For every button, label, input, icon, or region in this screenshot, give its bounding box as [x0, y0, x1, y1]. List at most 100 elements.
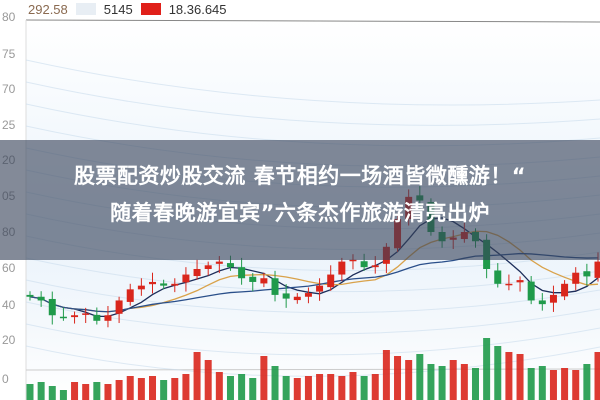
volume-bar [115, 380, 123, 400]
candle [316, 278, 324, 301]
candle-body [304, 293, 312, 297]
candle [149, 272, 157, 294]
candle [338, 257, 346, 282]
candle-body [260, 278, 268, 284]
candle-body [48, 298, 56, 316]
candle [304, 287, 312, 304]
volume-bar [193, 352, 201, 400]
candle [115, 296, 123, 324]
candle-body [37, 296, 45, 301]
volume-bar [371, 374, 379, 400]
volume-bar [394, 356, 402, 400]
volume-bar [538, 366, 546, 400]
candle-body [104, 315, 112, 321]
volume-bar [26, 384, 34, 400]
candle-body [71, 315, 79, 318]
candle [204, 261, 212, 276]
volume-bar [71, 382, 79, 400]
candle-body [115, 300, 123, 314]
candle-body [59, 316, 67, 319]
volume-bar [338, 376, 346, 400]
candle-body [171, 283, 179, 286]
y-tick-label: 20 [2, 333, 16, 347]
volume-bar [282, 376, 290, 400]
candle-body [316, 285, 324, 292]
candle [93, 307, 101, 325]
volume-bar [505, 352, 513, 400]
candle-body [249, 276, 257, 282]
candle-body [572, 272, 580, 284]
candle-body [293, 296, 301, 301]
candle [494, 263, 502, 288]
background-streak [25, 257, 600, 293]
candle-body [371, 265, 379, 268]
candle [327, 265, 335, 291]
candle [82, 307, 90, 324]
candle [126, 283, 134, 306]
candle-body [126, 289, 134, 302]
volume-bar [37, 382, 45, 400]
candle [572, 267, 580, 291]
volume-bar [82, 384, 90, 400]
candle-body [360, 261, 368, 268]
candle-body [226, 263, 234, 268]
headline: 股票配资炒股交流 春节相约一场酒皆微醺游！“ 随着春晚游宜宾”六条杰作旅游清亮出… [0, 158, 600, 232]
volume-bar [304, 376, 312, 400]
candle [48, 291, 56, 325]
volume-bar [438, 366, 446, 400]
volume-bar [316, 374, 324, 400]
legend-value-2: 5145 [103, 1, 133, 17]
volume-bar [327, 374, 335, 400]
candle [71, 311, 79, 324]
volume-bar [583, 364, 591, 400]
volume-divider [25, 368, 600, 371]
candle [516, 276, 524, 292]
candle [505, 274, 513, 291]
candle-body [93, 314, 101, 321]
y-tick-label: 40 [2, 298, 16, 312]
candle [59, 307, 67, 321]
candle-body [137, 285, 145, 290]
headline-line-2: 随着春晚游宜宾”六条杰作旅游清亮出炉 [110, 201, 490, 225]
background-streak [25, 81, 600, 126]
volume-bar [293, 378, 301, 400]
candle [171, 278, 179, 293]
candle [249, 273, 257, 292]
candle-body [561, 283, 569, 297]
volume-bar [126, 376, 134, 400]
volume-bar [215, 372, 223, 400]
volume-bar [549, 370, 557, 400]
candle-body [26, 294, 34, 297]
candle-body [327, 274, 335, 288]
candle [527, 276, 535, 305]
volume-bar [594, 352, 600, 400]
candle-body [271, 278, 279, 295]
volume-bar [104, 384, 112, 400]
y-tick-label: 80 [2, 10, 16, 24]
candle [583, 263, 591, 286]
candle-body [538, 300, 546, 305]
volume-bar [405, 360, 413, 400]
volume-bar [59, 390, 67, 400]
volume-bar [460, 364, 468, 400]
candle-body [494, 270, 502, 284]
volume-bar [471, 368, 479, 400]
candle-body [583, 271, 591, 277]
y-tick-label: 25 [2, 118, 16, 132]
background-streak [25, 323, 600, 356]
y-tick-label: 0 [2, 372, 9, 386]
volume-bar [249, 378, 257, 400]
legend-swatch-red [140, 3, 161, 15]
volume-bar [572, 370, 580, 400]
candle [37, 291, 45, 307]
candle-body [527, 281, 535, 301]
candle [549, 285, 557, 312]
volume-bar [561, 368, 569, 400]
volume-bar [137, 378, 145, 400]
candle-body [549, 294, 557, 303]
y-tick-label: 70 [2, 82, 16, 96]
volume-bar [271, 366, 279, 400]
candle-body [193, 269, 201, 277]
candle [104, 306, 112, 328]
background-streak [25, 59, 600, 106]
